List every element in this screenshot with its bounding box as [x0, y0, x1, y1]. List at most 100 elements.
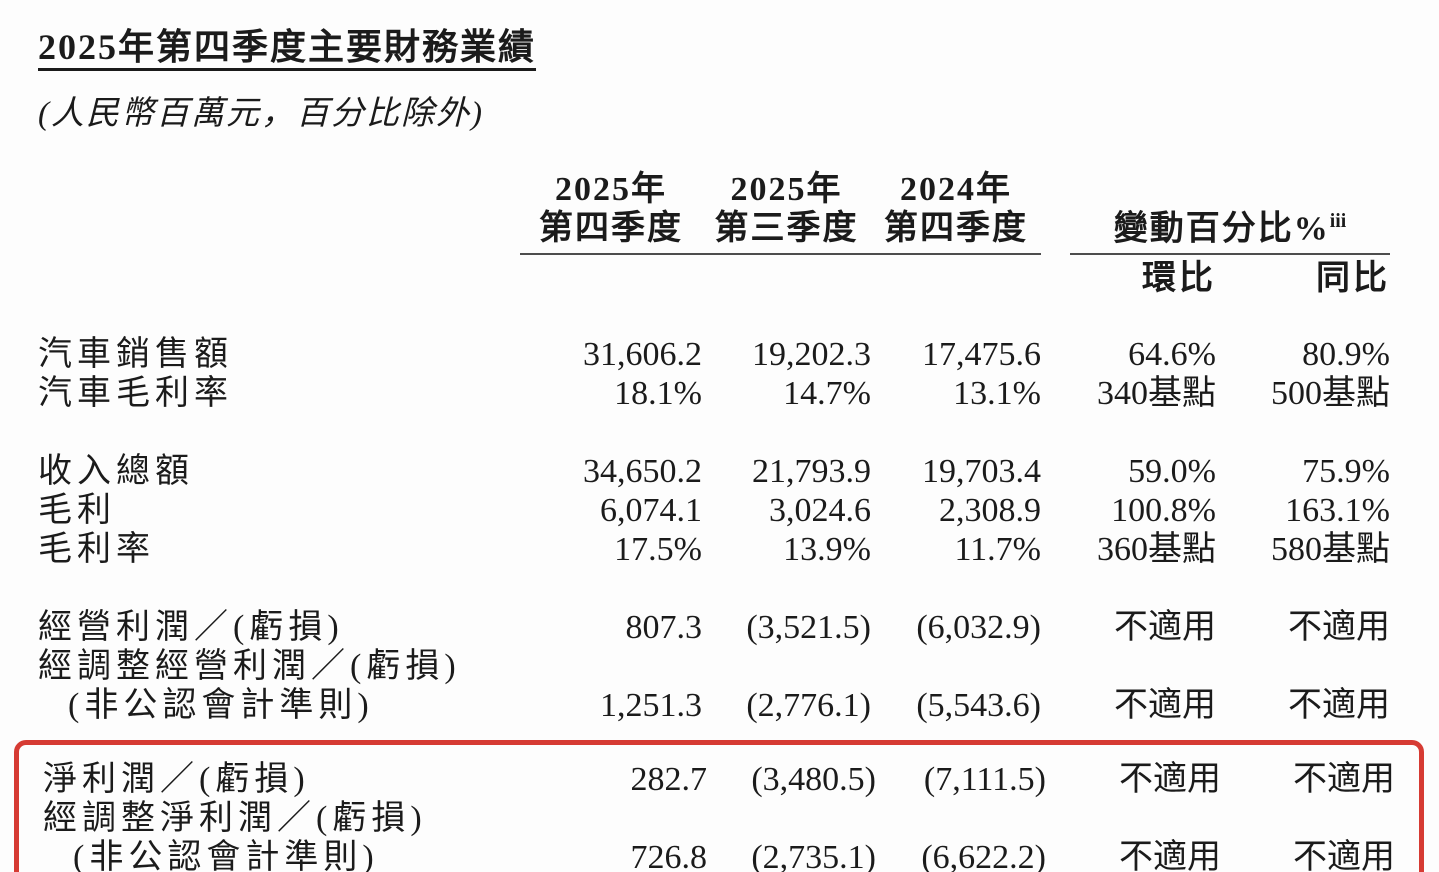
cell-value: 17.5%	[614, 531, 702, 568]
row-label-line: 經營利潤／(虧損)	[38, 609, 344, 646]
page-title: 2025年第四季度主要財務業績	[38, 27, 537, 67]
header-quarter: 第三季度	[714, 210, 859, 247]
cell-value: 17,475.6	[922, 336, 1041, 373]
cell-value: (3,521.5)	[746, 609, 871, 646]
table-row: 經調整經營利潤／(虧損) (非公認會計準則) 1,251.3 (2,776.1) (5,…	[38, 647, 1390, 725]
highlighted-row-group: 淨利潤／(虧損) 282.7 (3,480.5) (7,111.5) 不適用 不適用 經調整…	[14, 740, 1424, 872]
table-row: 經調整淨利潤／(虧損) (非公認會計準則) 726.8 (2,735.1) (6,622…	[43, 799, 1395, 872]
table-body: 汽車銷售額 31,606.2 19,202.3 17,475.6 64.6% 80.9% 汽…	[14, 335, 1424, 872]
cell-value: 59.0%	[1128, 453, 1216, 490]
cell-value: 34,650.2	[583, 453, 702, 490]
header-spacer	[520, 259, 702, 298]
cell-value: 360基點	[1097, 531, 1216, 568]
header-cell-2025-q4: 2025年 第四季度	[520, 170, 702, 255]
table-row: 汽車毛利率 18.1% 14.7% 13.1% 340基點 500基點	[38, 374, 1390, 413]
financial-results-table: 2025年 第四季度 2025年 第三季度 2024年 第四季度 變動百分比%i…	[14, 170, 1424, 872]
column-header-2024-q4: 2024年 第四季度	[871, 170, 1041, 255]
cell-value: 不適用	[1293, 839, 1395, 872]
header-spacer	[702, 259, 871, 298]
cell-value: 2,308.9	[939, 492, 1041, 529]
table-row: 毛利 6,074.1 3,024.6 2,308.9 100.8% 163.1%	[38, 491, 1390, 530]
row-label-line: 經調整淨利潤／(虧損)	[43, 800, 427, 837]
cell-value: 1,251.3	[600, 687, 702, 724]
column-header-qoq: 環比	[1142, 260, 1216, 297]
cell-value: 282.7	[630, 761, 708, 798]
header-quarter: 第四季度	[884, 210, 1028, 247]
header-year: 2025年	[555, 171, 667, 208]
cell-value: 13.9%	[783, 531, 871, 568]
column-header-2025-q4: 2025年 第四季度	[520, 170, 702, 255]
header-year: 2024年	[900, 171, 1012, 208]
row-label-line: 收入總額	[38, 453, 194, 490]
cell-value: 不適用	[1288, 609, 1390, 646]
page-subtitle: (人民幣百萬元，百分比除外)	[38, 96, 484, 132]
row-label: 汽車毛利率	[38, 374, 520, 413]
row-label: 毛利率	[38, 530, 520, 569]
table-row: 淨利潤／(虧損) 282.7 (3,480.5) (7,111.5) 不適用 不適用	[43, 760, 1395, 799]
cell-value: 64.6%	[1128, 336, 1216, 373]
table-row: 收入總額 34,650.2 21,793.9 19,703.4 59.0% 75.9%	[38, 452, 1390, 491]
row-group: 汽車銷售額 31,606.2 19,202.3 17,475.6 64.6% 80.9% 汽…	[38, 335, 1390, 413]
cell-value: 18.1%	[614, 375, 702, 412]
row-group: 收入總額 34,650.2 21,793.9 19,703.4 59.0% 75.9% 毛利…	[38, 452, 1390, 569]
cell-value: (2,776.1)	[746, 687, 871, 724]
table-header-periods: 2025年 第四季度 2025年 第三季度 2024年 第四季度 變動百分比%i…	[38, 170, 1390, 255]
cell-value: 21,793.9	[752, 453, 871, 490]
header-quarter: 第四季度	[539, 210, 683, 247]
cell-value: 163.1%	[1285, 492, 1390, 529]
row-label-line: 汽車銷售額	[38, 336, 233, 373]
row-label: 汽車銷售額	[38, 335, 520, 374]
row-label-line: 淨利潤／(虧損)	[43, 761, 310, 798]
cell-value: 807.3	[625, 609, 703, 646]
cell-value: 不適用	[1119, 761, 1221, 798]
row-label-line: 經調整經營利潤／(虧損)	[38, 648, 461, 685]
cell-value: 31,606.2	[583, 336, 702, 373]
cell-value: (3,480.5)	[751, 761, 876, 798]
row-label: 淨利潤／(虧損)	[43, 760, 525, 799]
header-year: 2025年	[730, 171, 843, 208]
column-header-2025-q3: 2025年 第三季度	[702, 170, 871, 255]
cell-value: 100.8%	[1111, 492, 1216, 529]
cell-value: 580基點	[1271, 531, 1390, 568]
table-row: 汽車銷售額 31,606.2 19,202.3 17,475.6 64.6% 80.9%	[38, 335, 1390, 374]
cell-value: (6,032.9)	[916, 609, 1041, 646]
cell-value: 不適用	[1288, 687, 1390, 724]
cell-value: (2,735.1)	[751, 839, 876, 872]
header-cell-change: 變動百分比%iii	[1041, 202, 1390, 255]
cell-value: (6,622.2)	[921, 839, 1046, 872]
cell-value: 13.1%	[953, 375, 1041, 412]
row-label: 經調整經營利潤／(虧損) (非公認會計準則)	[38, 647, 520, 725]
cell-value: 不適用	[1114, 687, 1216, 724]
row-label-line: 汽車毛利率	[38, 375, 233, 412]
cell-value: 3,024.6	[769, 492, 871, 529]
column-header-yoy: 同比	[1316, 260, 1390, 297]
row-group: 經營利潤／(虧損) 807.3 (3,521.5) (6,032.9) 不適用 不適用 經調…	[38, 608, 1390, 725]
cell-value: 19,703.4	[922, 453, 1041, 490]
column-header-change-percent: 變動百分比%iii	[1070, 202, 1390, 255]
row-label-line: (非公認會計準則)	[68, 687, 374, 724]
cell-value: 11.7%	[954, 531, 1041, 568]
header-spacer	[871, 259, 1041, 298]
row-label: 收入總額	[38, 452, 520, 491]
cell-value: (5,543.6)	[916, 687, 1041, 724]
cell-value: 80.9%	[1302, 336, 1390, 373]
cell-value: 不適用	[1114, 609, 1216, 646]
cell-value: 不適用	[1119, 839, 1221, 872]
footnote-marker: iii	[1329, 209, 1347, 232]
header-spacer	[38, 259, 520, 298]
row-label: 經調整淨利潤／(虧損) (非公認會計準則)	[43, 799, 525, 872]
row-label-line: (非公認會計準則)	[73, 839, 379, 872]
table-header-subcolumns: 環比 同比	[38, 259, 1390, 298]
table-row: 經營利潤／(虧損) 807.3 (3,521.5) (6,032.9) 不適用 不適用	[38, 608, 1390, 647]
cell-value: 6,074.1	[600, 492, 702, 529]
cell-value: 19,202.3	[752, 336, 871, 373]
header-cell-2024-q4: 2024年 第四季度	[871, 170, 1041, 255]
cell-value: 14.7%	[783, 375, 871, 412]
cell-value: 不適用	[1293, 761, 1395, 798]
change-label: 變動百分比%	[1113, 210, 1330, 247]
cell-value: (7,111.5)	[923, 761, 1046, 798]
row-label-line: 毛利率	[38, 531, 155, 568]
table-row: 毛利率 17.5% 13.9% 11.7% 360基點 580基點	[38, 530, 1390, 569]
row-label-line: 毛利	[38, 492, 116, 529]
